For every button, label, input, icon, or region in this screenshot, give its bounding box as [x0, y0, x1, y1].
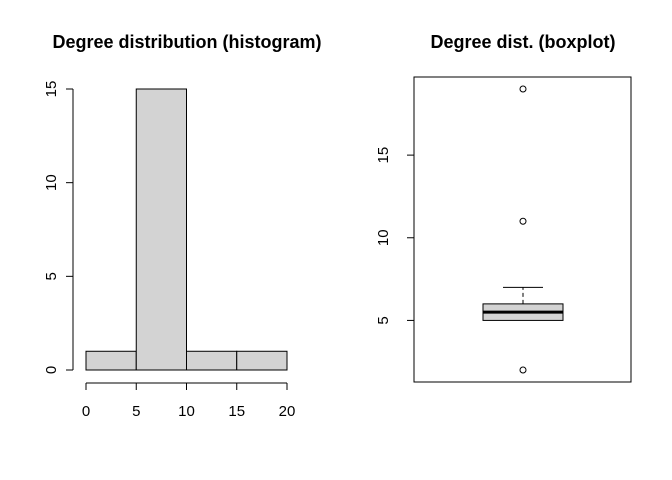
boxplot-y-tick-label-2: 15 [375, 147, 392, 164]
histogram-title: Degree distribution (histogram) [52, 32, 321, 52]
boxplot-panel: Degree dist. (boxplot) 5 10 15 [375, 32, 632, 383]
histogram-y-axis: 0 5 10 15 [43, 81, 74, 374]
boxplot-frame [413, 76, 632, 383]
histogram-x-axis: 0 5 10 15 20 [82, 382, 296, 420]
histogram-x-tick-label-1: 5 [132, 403, 140, 420]
histogram-bar-3 [236, 350, 288, 371]
boxplot-title: Degree dist. (boxplot) [430, 32, 615, 52]
histogram-bar-1 [135, 88, 187, 371]
histogram-x-tick-label-4: 20 [279, 403, 296, 420]
histogram-x-tick-label-3: 15 [228, 403, 245, 420]
histogram-bars [85, 88, 288, 371]
histogram-x-tick-label-2: 10 [178, 403, 195, 420]
histogram-bar-2 [186, 350, 238, 371]
boxplot-outlier-1 [519, 217, 527, 225]
histogram-y-tick-label-3: 15 [43, 81, 60, 98]
boxplot-elements [482, 85, 564, 374]
histogram-y-tick-label-1: 5 [43, 272, 60, 280]
boxplot-outlier-2 [519, 85, 527, 93]
histogram-x-tick-label-0: 0 [82, 403, 90, 420]
histogram-bar-0 [85, 350, 137, 371]
boxplot-outlier-0 [519, 366, 527, 374]
boxplot-y-tick-label-1: 10 [375, 229, 392, 246]
histogram-y-tick-label-0: 0 [43, 366, 60, 374]
histogram-y-tick-label-2: 10 [43, 174, 60, 191]
boxplot-y-axis: 5 10 15 [375, 147, 415, 325]
boxplot-y-tick-label-0: 5 [375, 316, 392, 324]
histogram-panel: Degree distribution (histogram) 0 5 10 15 0… [43, 32, 322, 420]
